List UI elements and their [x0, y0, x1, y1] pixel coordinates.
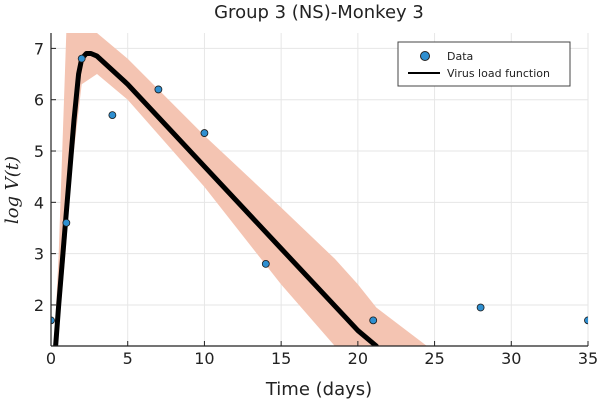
- y-axis-label: log V(t): [2, 156, 23, 224]
- legend: Data Virus load function: [397, 41, 571, 87]
- x-tick-label-0: 0: [46, 349, 56, 368]
- chart-title: Group 3 (NS)-Monkey 3: [214, 2, 424, 23]
- x-tick-label-3: 15: [271, 349, 291, 368]
- y-tick-label-1: 3: [34, 245, 44, 264]
- data-point-0: [51, 316, 55, 325]
- data-point-3: [108, 111, 117, 119]
- data-point-7: [369, 316, 378, 325]
- x-tick-label-5: 25: [424, 349, 444, 368]
- y-tick-label-5: 7: [34, 39, 44, 58]
- series-layer: [51, 51, 588, 346]
- legend-data-label: Data: [447, 50, 473, 63]
- legend-data-marker: [420, 51, 430, 61]
- confidence-band: [54, 33, 427, 346]
- data-point-5: [200, 129, 209, 137]
- y-tick-label-4: 6: [34, 91, 44, 110]
- x-tick-label-6: 30: [501, 349, 521, 368]
- x-tick-label-7: 35: [578, 349, 598, 368]
- y-tick-label-0: 2: [34, 296, 44, 315]
- x-tick-label-1: 5: [123, 349, 133, 368]
- axes: [50, 33, 589, 347]
- data-point-8: [476, 303, 485, 312]
- y-tick-label-2: 4: [34, 193, 44, 212]
- y-tick-label-3: 5: [34, 142, 44, 161]
- confidence-band-area: [54, 33, 427, 346]
- tick-labels: 0 5 10 15 20 25 30 35 2 3 4 5 6 7: [34, 39, 598, 368]
- data-point-1: [62, 218, 71, 227]
- x-tick-label-2: 10: [194, 349, 214, 368]
- virus-load-line: [53, 51, 379, 346]
- data-point-6: [261, 260, 270, 268]
- legend-box: [397, 41, 571, 87]
- x-axis-label: Time (days): [265, 379, 372, 400]
- legend-line-label: Virus load function: [447, 67, 550, 80]
- data-point-4: [154, 85, 163, 94]
- x-tick-label-4: 20: [348, 349, 368, 368]
- data-point-9: [584, 316, 588, 325]
- data-point-2: [77, 54, 86, 63]
